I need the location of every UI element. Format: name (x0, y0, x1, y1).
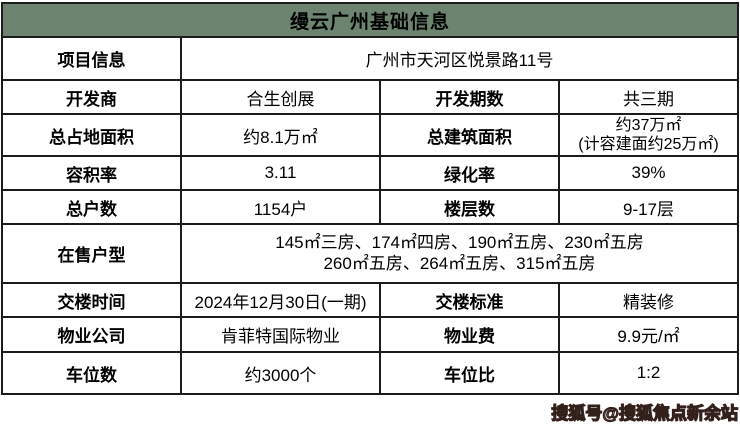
value-parking-ratio: 1:2 (557, 351, 740, 395)
value-total-building-area: 约37万㎡ (计容建面约25万㎡) (557, 113, 740, 157)
label-property-company: 物业公司 (1, 316, 182, 353)
value-property-fee: 9.9元/㎡ (557, 316, 740, 353)
table-row: 总户数 1154户 楼层数 9-17层 (1, 189, 740, 225)
value-project-address: 广州市天河区悦景路11号 (179, 36, 740, 81)
label-floor-count: 楼层数 (379, 189, 560, 225)
value-floor-count: 9-17层 (557, 189, 740, 225)
table-row: 总占地面积 约8.1万㎡ 总建筑面积 约37万㎡ (计容建面约25万㎡) (1, 113, 740, 157)
label-units-on-sale: 在售户型 (1, 223, 182, 284)
sohu-watermark: 搜狐号@搜狐焦点新余站 (551, 403, 739, 423)
value-parking-count: 约3000个 (180, 351, 381, 395)
table-row: 在售户型 145㎡三房、174㎡四房、190㎡五房、230㎡五房 260㎡五房、… (1, 223, 740, 284)
table-row: 容积率 3.11 绿化率 39% (1, 155, 740, 191)
table-row: 交楼时间 2024年12月30日(一期) 交楼标准 精装修 (1, 282, 740, 318)
units-line2: 260㎡五房、264㎡五房、315㎡五房 (323, 253, 596, 273)
label-development-phases: 开发期数 (379, 79, 560, 115)
value-plot-ratio: 3.11 (180, 155, 381, 191)
value-total-land-area: 约8.1万㎡ (180, 113, 381, 157)
label-developer: 开发商 (1, 79, 182, 115)
table-title: 缦云广州基础信息 (0, 2, 740, 38)
label-project-info: 项目信息 (1, 36, 182, 81)
value-greening-rate: 39% (557, 155, 740, 191)
table-row: 物业公司 肯菲特国际物业 物业费 9.9元/㎡ (1, 316, 740, 353)
value-development-phases: 共三期 (557, 79, 740, 115)
project-info-table: 缦云广州基础信息 项目信息 广州市天河区悦景路11号 开发商 合生创展 开发期数… (0, 2, 740, 395)
label-parking-count: 车位数 (1, 351, 182, 395)
label-parking-ratio: 车位比 (379, 351, 560, 395)
value-delivery-standard: 精装修 (557, 282, 740, 318)
label-property-fee: 物业费 (379, 316, 560, 353)
label-greening-rate: 绿化率 (379, 155, 560, 191)
value-developer: 合生创展 (180, 79, 381, 115)
table-row: 项目信息 广州市天河区悦景路11号 (1, 36, 740, 81)
table-row: 开发商 合生创展 开发期数 共三期 (1, 79, 740, 115)
building-area-line2: (计容建面约25万㎡) (578, 136, 719, 153)
table-row: 车位数 约3000个 车位比 1:2 (1, 351, 740, 395)
value-units-on-sale: 145㎡三房、174㎡四房、190㎡五房、230㎡五房 260㎡五房、264㎡五… (179, 223, 740, 284)
units-line1: 145㎡三房、174㎡四房、190㎡五房、230㎡五房 (275, 233, 644, 253)
building-area-line1: 约37万㎡ (615, 116, 682, 134)
label-total-land-area: 总占地面积 (1, 113, 182, 157)
label-delivery-date: 交楼时间 (1, 282, 182, 318)
table-row: 缦云广州基础信息 (0, 2, 740, 38)
label-plot-ratio: 容积率 (1, 155, 182, 191)
value-property-company: 肯菲特国际物业 (180, 316, 381, 353)
value-total-households: 1154户 (180, 189, 381, 225)
value-delivery-date: 2024年12月30日(一期) (180, 282, 381, 318)
label-total-building-area: 总建筑面积 (379, 113, 560, 157)
label-total-households: 总户数 (1, 189, 182, 225)
label-delivery-standard: 交楼标准 (379, 282, 560, 318)
